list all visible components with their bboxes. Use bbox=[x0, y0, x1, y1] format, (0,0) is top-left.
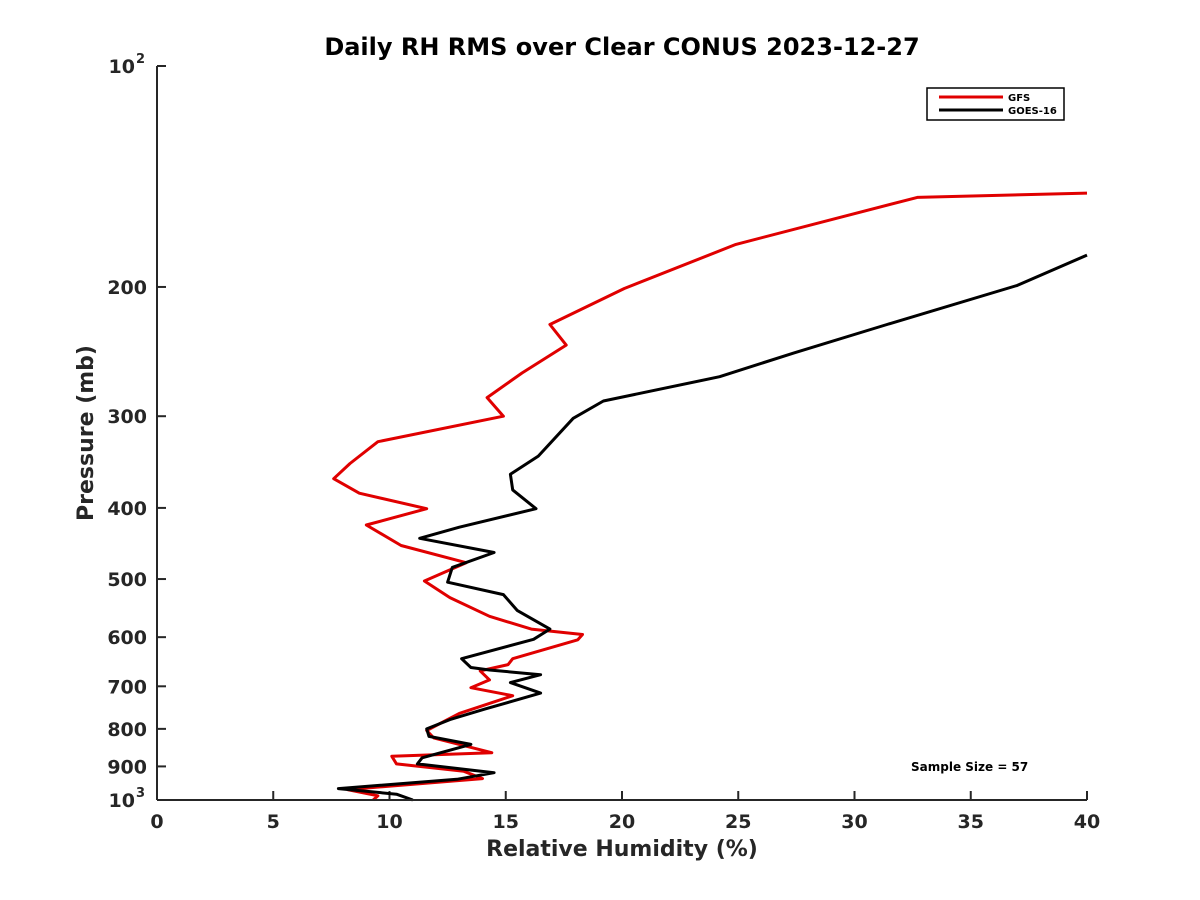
x-tick-label: 10 bbox=[376, 811, 402, 833]
y-tick-label-exponent: 3 bbox=[136, 786, 145, 801]
series-layer bbox=[332, 191, 1088, 802]
x-tick-label: 15 bbox=[493, 811, 519, 833]
y-tick-label-exponent: 2 bbox=[136, 52, 145, 67]
legend: GFS GOES-16 bbox=[926, 87, 1065, 121]
y-tick-label: 200 bbox=[107, 277, 147, 299]
y-tick-label: 600 bbox=[107, 627, 147, 649]
y-tick-label: 500 bbox=[107, 569, 147, 591]
legend-label-gfs: GFS bbox=[1008, 93, 1030, 104]
y-tick-label: 700 bbox=[107, 676, 147, 698]
y-tick-label-base: 10 bbox=[109, 56, 135, 78]
y-axis-label: Pressure (mb) bbox=[74, 345, 99, 521]
x-tick-label: 30 bbox=[841, 811, 867, 833]
chart-title: Daily RH RMS over Clear CONUS 2023-12-27 bbox=[324, 33, 919, 61]
series-line-gfs bbox=[332, 191, 1088, 802]
y-tick-label: 900 bbox=[107, 756, 147, 778]
legend-label-goes16: GOES-16 bbox=[1008, 106, 1057, 117]
sample-size-annotation: Sample Size = 57 bbox=[911, 760, 1028, 774]
x-tick-label: 5 bbox=[267, 811, 280, 833]
x-tick-label: 40 bbox=[1074, 811, 1100, 833]
series-line-goes-16 bbox=[336, 253, 1088, 802]
x-tick-label: 25 bbox=[725, 811, 751, 833]
y-tick-label-base: 10 bbox=[109, 790, 135, 812]
x-axis-ticks: 0 5 10 15 20 25 30 35 40 bbox=[150, 791, 1100, 833]
x-tick-label: 0 bbox=[150, 811, 163, 833]
x-tick-label: 35 bbox=[958, 811, 984, 833]
y-tick-label: 800 bbox=[107, 719, 147, 741]
legend-box bbox=[926, 87, 1065, 121]
y-tick-label: 300 bbox=[107, 406, 147, 428]
x-tick-label: 20 bbox=[609, 811, 635, 833]
y-tick-label: 400 bbox=[107, 498, 147, 520]
x-axis-label: Relative Humidity (%) bbox=[486, 837, 758, 862]
